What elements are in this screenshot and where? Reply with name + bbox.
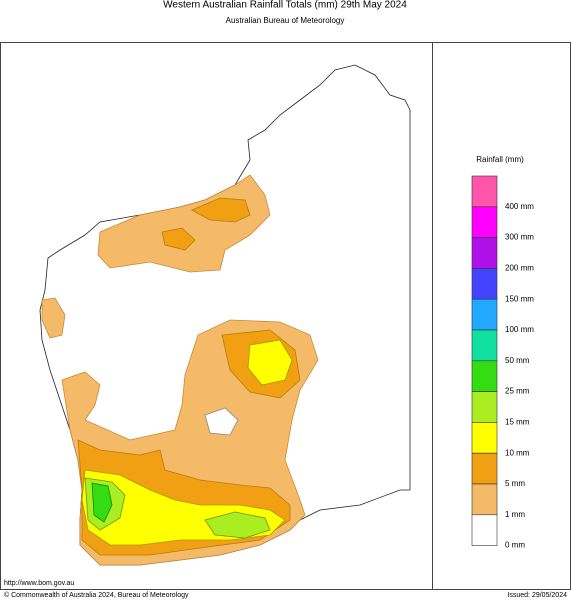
rain-1mm-west (41, 297, 66, 339)
legend: Rainfall (mm) 400 mm 300 mm 200 mm 150 mm 10… (471, 155, 534, 550)
map (39, 64, 411, 566)
legend-label: 300 mm (505, 233, 534, 242)
legend-swatch (471, 206, 498, 238)
legend-label: 10 mm (505, 448, 530, 457)
rain-10mm (81, 339, 293, 546)
legend-label: 25 mm (505, 387, 530, 396)
legend-label: 15 mm (505, 418, 530, 427)
legend-swatch (471, 391, 498, 423)
legend-label: 150 mm (505, 294, 534, 303)
legend-title: Rainfall (mm) (476, 155, 524, 164)
subtitle: Australian Bureau of Meteorology (226, 16, 345, 25)
copyright: © Commonwealth of Australia 2024, Bureau… (4, 591, 189, 599)
dry-hole (204, 407, 239, 436)
legend-label: 400 mm (505, 202, 534, 211)
legend-swatch (471, 452, 498, 485)
legend-label: 0 mm (505, 541, 525, 550)
issued: Issued: 29/05/2024 (507, 592, 567, 599)
legend-label: 200 mm (505, 264, 534, 273)
legend-swatch (471, 268, 498, 300)
legend-swatch (471, 298, 498, 331)
legend-label: 100 mm (505, 325, 534, 334)
rain-5mm-north (161, 197, 251, 251)
legend-label: 50 mm (505, 356, 530, 365)
legend-swatch (471, 483, 498, 516)
rain-15mm (84, 477, 271, 539)
legend-swatch (471, 514, 498, 546)
legend-label: 1 mm (505, 510, 525, 519)
rain-25mm (91, 482, 113, 523)
legend-swatch (471, 329, 498, 362)
legend-label: 5 mm (505, 479, 525, 488)
title: Western Australian Rainfall Totals (mm) … (163, 0, 407, 11)
legend-swatch (471, 237, 498, 269)
url: http://www.bom.gov.au (4, 580, 74, 587)
legend-swatch (471, 360, 498, 392)
legend-swatch (471, 175, 498, 208)
legend-swatch (471, 422, 498, 454)
